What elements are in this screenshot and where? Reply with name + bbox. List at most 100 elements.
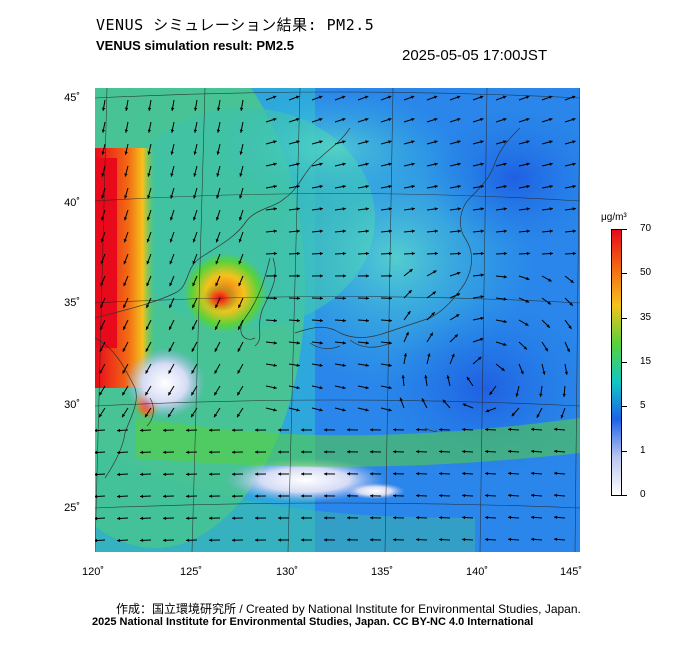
wind-arrow-head — [365, 207, 369, 211]
wind-arrow-head — [525, 95, 530, 99]
wind-arrow-head — [278, 450, 282, 454]
wind-arrow-head — [365, 140, 369, 144]
wind-arrow-head — [409, 269, 413, 273]
wind-arrow-head — [457, 229, 461, 233]
wind-arrow-head — [147, 129, 152, 133]
wind-arrow-head — [531, 471, 535, 476]
colorbar-unit: μg/m³ — [601, 212, 627, 223]
wind-arrow-head — [100, 282, 104, 287]
wind-arrow-head — [526, 251, 530, 256]
wind-arrow-head — [319, 363, 323, 367]
wind-arrow-head — [388, 296, 392, 300]
wind-arrow-head — [554, 515, 558, 520]
wind-arrow-head — [215, 304, 219, 309]
wind-arrow-head — [421, 398, 425, 402]
wind-arrow-head — [146, 217, 151, 221]
wind-arrow-head — [485, 493, 489, 498]
wind-arrow-head — [439, 537, 443, 542]
wind-arrow-head — [163, 494, 167, 498]
wind-arrow-head — [117, 450, 121, 455]
wind-arrow-head — [169, 260, 173, 265]
wind-arrow-head — [347, 428, 351, 432]
wind-arrow-head — [480, 117, 484, 122]
wind-arrow-head — [410, 95, 415, 99]
wind-arrow-head — [457, 207, 461, 211]
wind-arrow-head — [145, 391, 149, 396]
wind-arrow-head — [549, 251, 553, 256]
wind-arrow-head — [209, 516, 213, 520]
wind-arrow-head — [536, 414, 540, 418]
wind-arrow-head — [342, 296, 346, 300]
map-title-english: VENUS simulation result: PM2.5 — [96, 38, 294, 53]
wind-arrow-head — [548, 278, 552, 282]
lon-label-130: 130˚ — [275, 566, 299, 578]
wind-arrow-head — [457, 117, 461, 122]
wind-arrow-head — [515, 393, 519, 397]
wind-arrow-head — [388, 341, 392, 345]
wind-arrow-head — [319, 140, 323, 144]
wind-arrow-head — [365, 229, 369, 233]
wind-arrow-head — [365, 184, 369, 189]
wind-arrow-head — [477, 356, 482, 361]
wind-arrow-head — [485, 409, 490, 413]
colorbar-tick — [622, 229, 627, 230]
wind-arrow-head — [324, 538, 328, 542]
lon-label-140: 140˚ — [465, 566, 489, 578]
wind-arrow-head — [462, 449, 466, 454]
wind-arrow-head — [296, 363, 300, 367]
wind-arrow-head — [393, 538, 397, 542]
forecast-timestamp: 2025-05-05 17:00JST — [402, 47, 548, 64]
wind-arrow-head — [457, 251, 461, 256]
wind-arrow-head — [232, 516, 236, 520]
wind-arrow-head — [439, 471, 443, 476]
wind-arrow-head — [168, 326, 173, 330]
wind-arrow-head — [480, 229, 484, 233]
wind-arrow-head — [342, 117, 346, 122]
wind-arrow-head — [554, 471, 558, 476]
wind-arrow-head — [192, 282, 196, 287]
wind-arrow-head — [501, 367, 505, 371]
wind-arrow-head — [232, 472, 236, 476]
wind-arrow-head — [531, 449, 535, 454]
wind-arrow-head — [434, 117, 438, 122]
wind-arrow-head — [272, 95, 277, 99]
wind-arrow-head — [301, 428, 305, 432]
wind-arrow-head — [411, 207, 415, 211]
wind-arrow-head — [485, 537, 489, 542]
wind-arrow-head — [503, 342, 507, 346]
wind-arrow-head — [163, 538, 167, 542]
wind-arrow-head — [273, 363, 277, 367]
wind-arrow-head — [525, 299, 530, 303]
wind-arrow-head — [168, 413, 172, 418]
colorbar-label-0: 0 — [640, 489, 646, 500]
wind-arrow-head — [146, 260, 150, 265]
wind-arrow-head — [193, 195, 197, 199]
wind-arrow-head — [186, 428, 190, 432]
wind-arrow-head — [273, 229, 277, 233]
wind-arrow-head — [393, 450, 397, 454]
wind-arrow-head — [117, 538, 121, 543]
wind-arrow-head — [193, 173, 197, 177]
wind-arrow-head — [193, 129, 198, 133]
wind-arrow-head — [168, 391, 172, 396]
wind-arrow-head — [122, 391, 126, 396]
wind-arrow-head — [503, 319, 507, 324]
wind-arrow-head — [342, 207, 346, 211]
wind-arrow-head — [170, 151, 174, 155]
wind-arrow-head — [401, 375, 405, 379]
wind-arrow-head — [169, 217, 174, 221]
wind-arrow-head — [416, 494, 420, 498]
wind-arrow-head — [342, 140, 346, 144]
wind-arrow-head — [319, 207, 323, 211]
wind-arrow-head — [554, 537, 558, 542]
wind-arrow-head — [347, 538, 351, 542]
colorbar-tick — [622, 406, 627, 407]
wind-arrow-head — [542, 371, 546, 375]
wind-arrow-head — [170, 107, 175, 111]
wind-arrow-head — [508, 515, 512, 520]
wind-arrow-head — [147, 195, 151, 199]
wind-arrow-head — [503, 207, 507, 211]
wind-arrow-head — [407, 311, 411, 315]
wind-arrow-head — [365, 318, 369, 323]
wind-arrow-head — [341, 95, 346, 99]
